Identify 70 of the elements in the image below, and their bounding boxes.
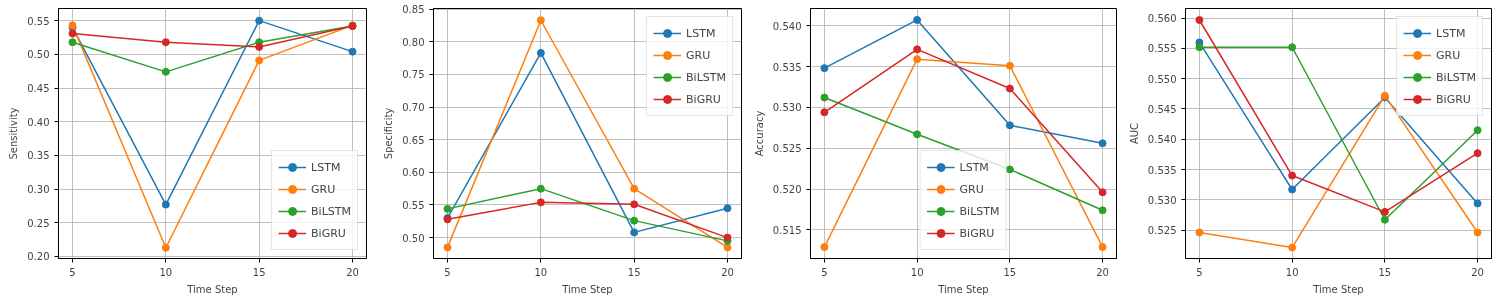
- y-tick-label: 0.525: [772, 143, 802, 155]
- legend-label: GRU: [1436, 48, 1461, 62]
- y-tick-label: 0.30: [27, 184, 50, 196]
- y-tick-label: 0.535: [772, 61, 802, 73]
- legend-label: BiLSTM: [686, 70, 726, 84]
- y-tick-label: 0.55: [402, 199, 425, 211]
- y-tick-label: 0.515: [772, 224, 802, 236]
- legend-label: BiGRU: [686, 92, 721, 106]
- x-tick-label: 10: [159, 266, 173, 278]
- x-tick-label: 5: [1196, 266, 1203, 278]
- y-tick-label: 0.45: [27, 83, 50, 95]
- legend-label: BiLSTM: [959, 204, 1000, 218]
- y-tick-label: 0.40: [27, 116, 50, 128]
- y-tick-label: 0.525: [1147, 225, 1177, 237]
- legend-label: BiGRU: [959, 226, 995, 240]
- y-tick-label: 0.25: [27, 217, 50, 229]
- y-tick-label: 0.80: [402, 36, 425, 48]
- y-axis-title: Specificity: [383, 107, 395, 160]
- x-tick-label: 15: [1378, 266, 1392, 278]
- y-axis-title: Accuracy: [753, 110, 765, 157]
- legend-label: GRU: [686, 48, 711, 62]
- x-axis-title: Time Step: [937, 283, 989, 295]
- y-tick-label: 0.550: [1147, 73, 1177, 85]
- x-axis-title: Time Step: [1312, 283, 1364, 295]
- x-tick-label: 5: [444, 266, 451, 278]
- y-tick-label: 0.560: [1147, 13, 1177, 25]
- x-tick-label: 5: [69, 266, 76, 278]
- y-axis-title: AUC: [1128, 122, 1140, 145]
- x-tick-label: 5: [821, 266, 828, 278]
- legend-label: GRU: [311, 182, 336, 196]
- y-tick-label: 0.535: [1147, 164, 1177, 176]
- legend-label: LSTM: [1436, 26, 1466, 40]
- y-tick-label: 0.540: [772, 20, 802, 32]
- legend-label: LSTM: [686, 26, 716, 40]
- y-tick-label: 0.20: [27, 251, 50, 263]
- y-tick-label: 0.35: [27, 150, 50, 162]
- y-tick-label: 0.55: [27, 15, 50, 27]
- y-tick-label: 0.65: [402, 134, 425, 146]
- x-tick-label: 15: [627, 266, 641, 278]
- y-tick-label: 0.50: [402, 232, 425, 244]
- x-tick-label: 20: [1471, 266, 1484, 278]
- x-axis-title: Time Step: [186, 283, 238, 295]
- legend-label: BiLSTM: [1436, 70, 1476, 84]
- y-tick-label: 0.70: [402, 102, 425, 114]
- y-tick-label: 0.545: [1147, 103, 1177, 115]
- legend-label: GRU: [959, 182, 984, 196]
- legend-label: BiLSTM: [311, 204, 351, 218]
- x-tick-label: 20: [1096, 266, 1109, 278]
- y-tick-label: 0.530: [1147, 194, 1177, 206]
- x-tick-label: 10: [910, 266, 924, 278]
- legend-label: BiGRU: [1436, 92, 1471, 106]
- legend-label: LSTM: [959, 160, 989, 174]
- y-tick-label: 0.50: [27, 49, 50, 61]
- x-tick-label: 10: [534, 266, 548, 278]
- x-axis-title: Time Step: [561, 283, 613, 295]
- y-tick-label: 0.530: [772, 102, 802, 114]
- y-tick-label: 0.85: [402, 4, 425, 16]
- y-tick-label: 0.520: [772, 184, 802, 196]
- y-tick-label: 0.540: [1147, 134, 1177, 146]
- y-axis-title: Sensitivity: [8, 107, 20, 160]
- x-tick-label: 15: [1003, 266, 1017, 278]
- y-tick-label: 0.60: [402, 167, 425, 179]
- x-tick-label: 10: [1285, 266, 1299, 278]
- x-tick-label: 20: [346, 266, 359, 278]
- legend-label: BiGRU: [311, 226, 346, 240]
- x-tick-label: 15: [252, 266, 266, 278]
- legend-label: LSTM: [311, 160, 341, 174]
- y-tick-label: 0.75: [402, 69, 425, 81]
- y-tick-label: 0.555: [1147, 43, 1177, 55]
- x-tick-label: 20: [721, 266, 734, 278]
